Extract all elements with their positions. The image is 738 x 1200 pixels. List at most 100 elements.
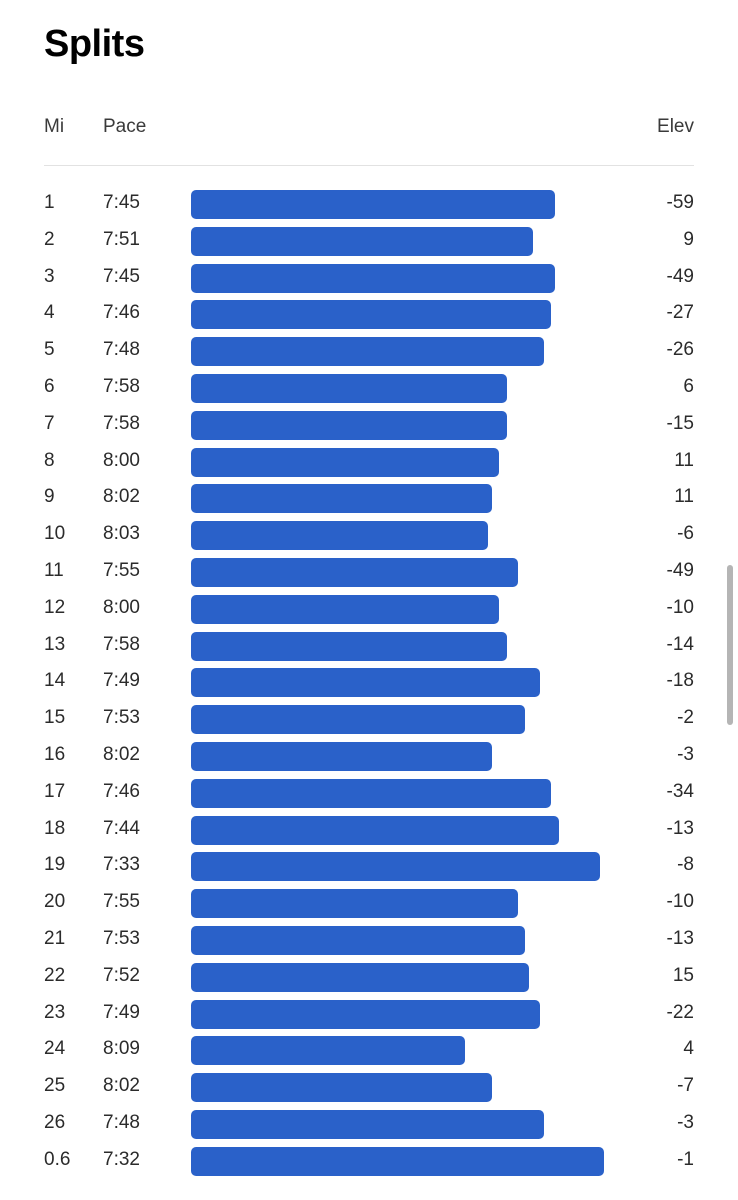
pace-bar-track — [191, 594, 611, 624]
split-row[interactable]: 7 7:58 -15 — [0, 408, 738, 445]
split-elevation: -13 — [666, 817, 694, 839]
split-row[interactable]: 3 7:45 -49 — [0, 261, 738, 298]
mile-column-header: Mi — [44, 116, 65, 137]
pace-bar — [191, 594, 499, 624]
split-pace: 7:55 — [103, 559, 140, 581]
split-pace: 7:58 — [103, 375, 140, 397]
split-pace: 7:58 — [103, 633, 140, 655]
split-elevation: -7 — [677, 1075, 694, 1097]
split-row[interactable]: 10 8:03 -6 — [0, 518, 738, 555]
split-row[interactable]: 23 7:49 -22 — [0, 997, 738, 1034]
split-row[interactable]: 17 7:46 -34 — [0, 776, 738, 813]
split-row[interactable]: 21 7:53 -13 — [0, 923, 738, 960]
split-mile: 25 — [44, 1075, 66, 1097]
split-row[interactable]: 6 7:58 6 — [0, 371, 738, 408]
split-row[interactable]: 24 8:09 4 — [0, 1033, 738, 1070]
pace-bar-track — [191, 778, 611, 808]
pace-bar — [191, 373, 507, 403]
split-elevation: -6 — [677, 523, 694, 545]
split-pace: 8:00 — [103, 596, 140, 618]
header-divider — [44, 165, 694, 166]
split-pace: 7:46 — [103, 780, 140, 802]
split-mile: 16 — [44, 743, 66, 765]
scrollbar[interactable] — [727, 565, 733, 725]
split-elevation: 4 — [683, 1038, 694, 1060]
split-row[interactable]: 11 7:55 -49 — [0, 555, 738, 592]
split-pace: 8:02 — [103, 486, 140, 508]
split-row[interactable]: 18 7:44 -13 — [0, 813, 738, 850]
elevation-column-header: Elev — [657, 116, 694, 137]
split-row[interactable]: 20 7:55 -10 — [0, 886, 738, 923]
split-row[interactable]: 1 7:45 -59 — [0, 187, 738, 224]
pace-bar — [191, 668, 541, 698]
split-mile: 15 — [44, 707, 66, 729]
split-elevation: 11 — [674, 449, 694, 471]
pace-bar-track — [191, 263, 611, 293]
split-pace: 7:46 — [103, 302, 140, 324]
pace-bar-track — [191, 815, 611, 845]
splits-list[interactable]: 1 7:45 -59 2 7:51 9 3 7:45 -49 4 7:46 -27 5 7:48 -26 6 7… — [0, 187, 738, 1181]
split-row[interactable]: 5 7:48 -26 — [0, 334, 738, 371]
split-elevation: -18 — [666, 670, 694, 692]
split-mile: 24 — [44, 1038, 66, 1060]
split-row[interactable]: 14 7:49 -18 — [0, 665, 738, 702]
pace-bar — [191, 778, 552, 808]
split-pace: 8:09 — [103, 1038, 140, 1060]
pace-bar-track — [191, 226, 611, 256]
split-pace: 7:52 — [103, 964, 140, 986]
split-row[interactable]: 26 7:48 -3 — [0, 1107, 738, 1144]
pace-bar-track — [191, 705, 611, 735]
pace-bar-track — [191, 668, 611, 698]
split-pace: 7:33 — [103, 854, 140, 876]
split-row[interactable]: 16 8:02 -3 — [0, 739, 738, 776]
pace-bar-track — [191, 521, 611, 551]
pace-bar — [191, 337, 544, 367]
pace-bar-track — [191, 999, 611, 1029]
split-pace: 7:49 — [103, 1001, 140, 1023]
split-row[interactable]: 9 8:02 11 — [0, 481, 738, 518]
split-mile: 1 — [44, 192, 55, 213]
pace-bar — [191, 484, 492, 514]
split-elevation: 11 — [674, 486, 694, 508]
pace-bar — [191, 705, 526, 735]
pace-bar-track — [191, 1073, 611, 1103]
pace-bar — [191, 889, 518, 919]
split-row[interactable]: 13 7:58 -14 — [0, 629, 738, 666]
split-row[interactable]: 12 8:00 -10 — [0, 592, 738, 629]
split-mile: 12 — [44, 596, 66, 618]
split-pace: 7:49 — [103, 670, 140, 692]
split-elevation: -49 — [666, 265, 694, 287]
split-pace: 8:02 — [103, 743, 140, 765]
pace-bar-track — [191, 925, 611, 955]
split-row[interactable]: 8 8:00 11 — [0, 445, 738, 482]
split-pace: 8:03 — [103, 523, 140, 545]
split-elevation: -2 — [677, 707, 694, 729]
split-elevation: -27 — [666, 302, 694, 324]
pace-bar-track — [191, 1036, 611, 1066]
pace-bar — [191, 925, 526, 955]
split-elevation: -3 — [677, 1111, 694, 1133]
split-row[interactable]: 19 7:33 -8 — [0, 849, 738, 886]
split-elevation: -26 — [666, 339, 694, 361]
pace-bar-track — [191, 484, 611, 514]
pace-bar — [191, 190, 555, 219]
split-mile: 6 — [44, 375, 55, 397]
pace-bar-track — [191, 373, 611, 403]
split-row[interactable]: 15 7:53 -2 — [0, 702, 738, 739]
pace-bar — [191, 410, 507, 440]
split-elevation: -1 — [677, 1148, 694, 1170]
pace-bar — [191, 852, 600, 882]
split-elevation: 15 — [672, 964, 694, 986]
split-pace: 7:32 — [103, 1148, 140, 1170]
split-mile: 17 — [44, 780, 66, 802]
split-row[interactable]: 2 7:51 9 — [0, 224, 738, 261]
split-row[interactable]: 25 8:02 -7 — [0, 1070, 738, 1107]
split-row[interactable]: 4 7:46 -27 — [0, 297, 738, 334]
split-pace: 8:02 — [103, 1075, 140, 1097]
pace-bar-track — [191, 741, 611, 771]
pace-bar-track — [191, 410, 611, 440]
split-elevation: -13 — [666, 927, 694, 949]
split-row[interactable]: 0.6 7:32 -1 — [0, 1144, 738, 1181]
split-row[interactable]: 22 7:52 15 — [0, 960, 738, 997]
split-pace: 7:53 — [103, 927, 140, 949]
